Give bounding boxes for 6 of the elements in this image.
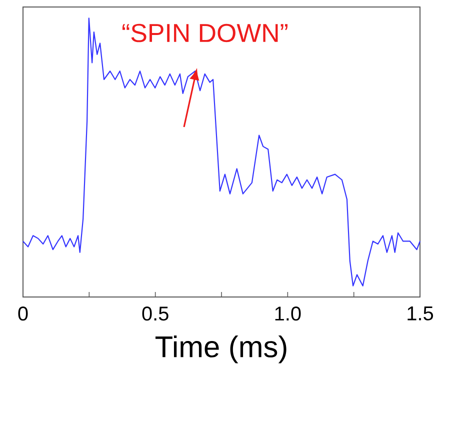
x-tick-label: 0 [18,306,28,321]
x-tick-label: 1.0 [275,306,301,321]
x-tick-label: 1.5 [408,306,434,320]
x-axis-title: Time (ms) [155,335,286,364]
annotation: “SPIN DOWN” [122,24,288,42]
x-tick-label: 0.5 [142,306,168,321]
